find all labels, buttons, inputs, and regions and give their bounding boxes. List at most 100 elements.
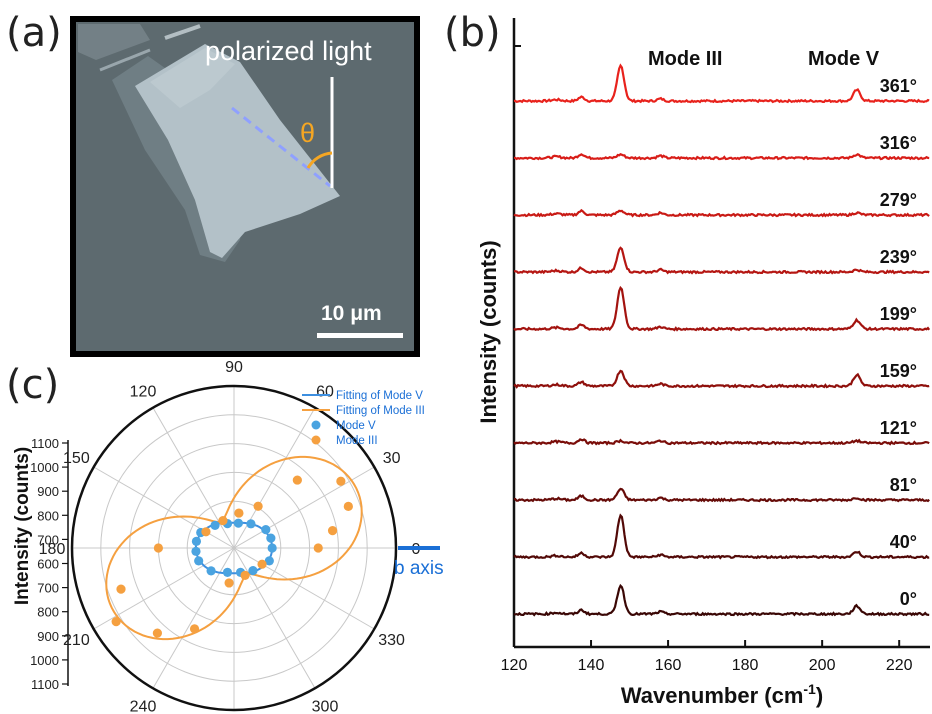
spectrum-angle-label: 40° bbox=[890, 532, 917, 552]
polar-panel: Intensity (counts) 1100 1000 900 800 700 600 7… bbox=[12, 359, 444, 714]
mode-v-point bbox=[191, 536, 202, 546]
polar-y-label: Intensity (counts) bbox=[12, 447, 33, 605]
polar-angle-label: 120 bbox=[130, 383, 157, 400]
polar-radial-tick-label: 900 bbox=[37, 484, 59, 499]
mode-iii-point bbox=[224, 578, 234, 588]
mode-iii-point bbox=[327, 526, 338, 536]
spectrum-line bbox=[513, 246, 930, 275]
polar-spoke bbox=[233, 547, 375, 630]
spectrum-angle-label: 81° bbox=[890, 475, 917, 495]
polar-spoke bbox=[233, 547, 316, 689]
spectrum-line bbox=[513, 438, 930, 446]
legend-mode-iii-dot bbox=[311, 435, 321, 445]
mode-v-point bbox=[261, 525, 271, 535]
spectrum-angle-label: 199° bbox=[880, 304, 917, 324]
spectra-x-label-tail: ) bbox=[816, 683, 823, 708]
legend-mode-iii-label: Mode III bbox=[336, 435, 378, 447]
flake-highlight bbox=[150, 48, 235, 108]
mode-iii-point bbox=[201, 527, 211, 537]
spectra-x-tick-label: 120 bbox=[501, 657, 528, 674]
spectrum-line bbox=[513, 208, 930, 218]
polar-legend: Fitting of Mode V Fitting of Mode III Mo… bbox=[302, 390, 425, 447]
spectrum-angle-label: 121° bbox=[880, 418, 917, 438]
spectra-x-label: Wavenumber (cm-1) bbox=[621, 681, 823, 708]
polar-radial-tick-label: 1000 bbox=[30, 653, 59, 668]
micrograph-fiber-2 bbox=[164, 24, 201, 40]
polar-radial-tick-label: 1100 bbox=[31, 677, 59, 692]
spectra-x-tick-label: 200 bbox=[809, 657, 836, 674]
spectra-x-label-sup: -1 bbox=[803, 681, 816, 697]
spectra-y-label: Intensity (counts) bbox=[476, 240, 501, 423]
polar-angle-label: 300 bbox=[312, 699, 339, 714]
mode-iii-point bbox=[292, 475, 302, 485]
polar-radial-tick-label: 1000 bbox=[30, 460, 59, 475]
legend-mode-v-fit-label: Fitting of Mode V bbox=[336, 390, 423, 402]
polar-radial-tick-label: 600 bbox=[37, 557, 59, 572]
polar-spoke bbox=[152, 407, 235, 549]
mode-v-point bbox=[266, 533, 276, 543]
b-axis-label: b axis bbox=[394, 558, 444, 579]
polar-radial-ticks: 1100 1000 900 800 700 600 700 800 900 1000 1100 bbox=[30, 436, 68, 692]
mode-v-point bbox=[246, 519, 256, 529]
polar-angle-label: 330 bbox=[378, 632, 405, 649]
mode-iii-point bbox=[218, 516, 228, 526]
mode-iii-point bbox=[343, 501, 353, 511]
polar-radial-tick-label: 1100 bbox=[31, 436, 59, 451]
polar-angle-label: 90 bbox=[225, 359, 243, 376]
scale-bar bbox=[317, 333, 403, 338]
mode-v-point bbox=[248, 566, 258, 576]
polar-spoke bbox=[93, 466, 235, 549]
legend-mode-v-label: Mode V bbox=[336, 420, 376, 432]
polar-angle-label: 60 bbox=[316, 383, 334, 400]
polar-radial-tick-label: 700 bbox=[37, 581, 59, 596]
mode-iii-point bbox=[153, 543, 163, 553]
legend-mode-iii-fit-label: Fitting of Mode III bbox=[336, 405, 425, 417]
polar-angle-label: 30 bbox=[383, 450, 401, 467]
polar-angle-label: 150 bbox=[63, 450, 90, 467]
polar-radial-tick-label: 900 bbox=[37, 629, 59, 644]
spectrum-line bbox=[513, 369, 930, 389]
spectrum-line bbox=[513, 153, 930, 161]
spectrum-line bbox=[514, 487, 930, 503]
polar-angle-label: 210 bbox=[63, 632, 90, 649]
spectra-x-ticks: 120 140 160 180 200 220 bbox=[501, 640, 913, 674]
mode-iii-annotation: Mode III bbox=[648, 48, 722, 70]
mode-iii-point bbox=[116, 584, 126, 594]
spectrum-angle-label: 0° bbox=[900, 589, 917, 609]
spectra-panel: Mode III Mode V Intensity (counts) Waven… bbox=[476, 18, 931, 708]
mode-v-point bbox=[191, 546, 201, 556]
spectrum-angle-label: 279° bbox=[880, 190, 917, 210]
spectrum-angle-label: 159° bbox=[880, 361, 917, 381]
mode-v-point bbox=[233, 518, 243, 528]
scale-bar-label: 10 μm bbox=[321, 302, 382, 325]
mode-v-point bbox=[267, 543, 277, 553]
polar-radial-tick-label: 800 bbox=[37, 605, 59, 620]
polar-angle-labels: 0306090120150180210240270300330 bbox=[39, 359, 421, 714]
angle-symbol: θ bbox=[300, 118, 315, 148]
panel-label-c: (c) bbox=[6, 362, 59, 408]
spectrum-line bbox=[513, 513, 930, 560]
spectra-x-tick-label: 160 bbox=[655, 657, 682, 674]
mode-iii-point bbox=[234, 508, 244, 518]
micrograph-debris bbox=[78, 24, 150, 60]
mode-iii-point bbox=[152, 628, 162, 638]
spectrum-line bbox=[513, 285, 931, 332]
mode-iii-point bbox=[253, 501, 263, 511]
spectra-x-tick-label: 140 bbox=[578, 657, 605, 674]
mode-v-point bbox=[194, 556, 204, 566]
mode-v-point bbox=[264, 556, 274, 566]
mode-iii-point bbox=[189, 624, 200, 634]
mode-iii-point bbox=[336, 476, 346, 486]
polar-spoke bbox=[93, 547, 235, 630]
mode-v-point bbox=[210, 520, 220, 530]
panel-label-a: (a) bbox=[6, 10, 62, 56]
spectra-x-tick-label: 180 bbox=[732, 657, 759, 674]
mode-v-annotation: Mode V bbox=[808, 48, 880, 70]
angle-arc bbox=[306, 151, 333, 169]
spectrum-angle-label: 316° bbox=[880, 133, 917, 153]
micrograph-panel: θ polarized light 10 μm bbox=[70, 16, 420, 357]
mode-iii-point bbox=[111, 617, 121, 627]
polarized-light-label: polarized light bbox=[205, 36, 372, 66]
polar-angle-label: 240 bbox=[130, 699, 157, 714]
spectrum-angle-label: 239° bbox=[880, 247, 917, 267]
